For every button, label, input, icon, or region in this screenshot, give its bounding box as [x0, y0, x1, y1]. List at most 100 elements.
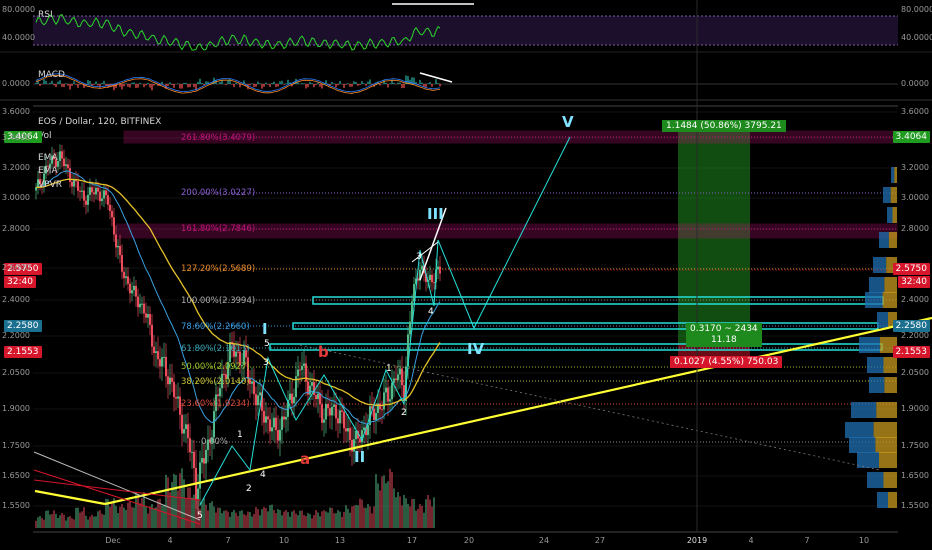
candle-body-117 — [269, 419, 271, 432]
candle-body-122 — [279, 429, 281, 441]
fib-78: 78.60%(2.2660) — [181, 322, 250, 332]
volume-bar-75 — [185, 498, 187, 528]
candle-body-69 — [173, 381, 175, 398]
volume-bar-79 — [193, 494, 195, 528]
macd-hist-44 — [123, 84, 125, 87]
candle-body-66 — [167, 376, 169, 385]
candle-body-146 — [327, 404, 329, 409]
indicator-vpvr[interactable]: VPVR — [38, 180, 62, 190]
macd-hist-148 — [331, 81, 333, 84]
volume-bar-100 — [235, 512, 237, 528]
macd-hist-45 — [125, 83, 127, 84]
vpvr-bar-gold-3 — [888, 232, 897, 248]
candle-body-73 — [181, 414, 183, 434]
macd-hist-27 — [89, 80, 91, 84]
candle-body-112 — [259, 392, 261, 396]
candle-body-160 — [355, 430, 357, 440]
candle-body-36 — [107, 195, 109, 205]
candle-body-121 — [277, 430, 279, 441]
price-tick-left-2: 3.2000 — [2, 163, 30, 172]
volume-bar-174 — [383, 475, 385, 528]
volume-bar-63 — [161, 505, 163, 528]
candle-body-123 — [281, 416, 283, 430]
price-tick-left-6: 2.4000 — [2, 295, 30, 304]
volume-bar-160 — [355, 504, 357, 528]
candle-body-150 — [335, 404, 337, 419]
volume-bar-93 — [221, 513, 223, 528]
candle-body-11 — [57, 160, 59, 167]
candle-body-189 — [413, 284, 415, 302]
volume-bar-109 — [253, 513, 255, 528]
macd-hist-186 — [407, 76, 409, 84]
target-zone-161 — [116, 223, 898, 239]
candle-body-53 — [141, 303, 143, 305]
macd-hist-34 — [103, 80, 105, 84]
candle-body-113 — [261, 392, 263, 411]
vpvr-bar-gold-15 — [883, 472, 897, 488]
candle-body-140 — [315, 395, 317, 400]
vpvr-bar-blue-10 — [869, 377, 885, 393]
macd-hist-119 — [273, 81, 275, 84]
x-label-13: 13 — [334, 536, 346, 545]
volume-bar-166 — [367, 504, 369, 528]
candle-body-28 — [91, 187, 93, 193]
macd-hist-48 — [131, 82, 133, 84]
vpvr-bar-gold-6 — [882, 292, 897, 308]
x-label-jan7: 7 — [804, 536, 810, 545]
trendline-left-segment — [34, 489, 106, 506]
macd-hist-59 — [153, 84, 155, 86]
volume-bar-43 — [121, 504, 123, 528]
x-label-20: 20 — [463, 536, 475, 545]
volume-bar-199 — [433, 497, 435, 528]
volume-bar-98 — [231, 512, 233, 528]
indicator-vol[interactable]: Vol — [38, 131, 52, 141]
volume-bar-86 — [207, 510, 209, 528]
rsi-label: RSI — [38, 10, 53, 20]
indicator-ema-1[interactable]: EMA — [38, 153, 58, 163]
price-tick-right-3: 3.0000 — [901, 193, 929, 202]
macd-hist-104 — [243, 80, 245, 84]
macd-hist-107 — [249, 84, 251, 86]
volume-bar-108 — [251, 516, 253, 528]
volume-bar-164 — [363, 507, 365, 528]
macd-hist-118 — [271, 83, 273, 84]
price-tick-left-7: 2.2000 — [2, 331, 30, 340]
volume-bar-168 — [371, 513, 373, 528]
candle-body-190 — [415, 278, 417, 285]
candle-body-116 — [267, 416, 269, 420]
macd-label: MACD — [38, 70, 65, 80]
candle-body-37 — [109, 204, 111, 211]
volume-bar-88 — [211, 501, 213, 528]
macd-hist-165 — [365, 84, 367, 86]
volume-bar-85 — [205, 504, 207, 528]
vpvr-bar-gold-2 — [892, 207, 897, 223]
volume-bar-81 — [197, 500, 199, 528]
macd-hist-143 — [321, 84, 323, 89]
volume-bar-137 — [309, 514, 311, 528]
volume-bar-124 — [283, 511, 285, 528]
volume-bar-91 — [217, 507, 219, 528]
range-measure-box: 0.3170 ~ 2434 11.18 — [686, 323, 762, 347]
macd-hist-80 — [195, 84, 197, 91]
candle-body-22 — [79, 190, 81, 192]
candle-body-147 — [329, 408, 331, 416]
macd-hist-0 — [35, 82, 37, 84]
volume-bar-128 — [291, 511, 293, 528]
volume-bar-196 — [427, 495, 429, 528]
candle-body-18 — [71, 181, 73, 187]
candle-body-97 — [229, 341, 231, 363]
candle-body-87 — [209, 439, 211, 443]
red-downtrend-line-2 — [33, 479, 201, 501]
volume-bar-74 — [183, 479, 185, 528]
loss-zone — [678, 344, 750, 358]
volume-bar-83 — [201, 501, 203, 528]
vpvr-bar-gold-5 — [884, 277, 897, 293]
indicator-ema-2[interactable]: EMA — [38, 166, 58, 176]
vpvr-bar-blue-12 — [845, 422, 874, 438]
macd-hist-32 — [99, 84, 101, 88]
left-tag-mid: 2.2580 — [4, 320, 42, 332]
macd-hist-10 — [55, 84, 57, 88]
ema-fast-line — [35, 170, 441, 425]
vpvr-bar-blue-13 — [849, 437, 876, 453]
